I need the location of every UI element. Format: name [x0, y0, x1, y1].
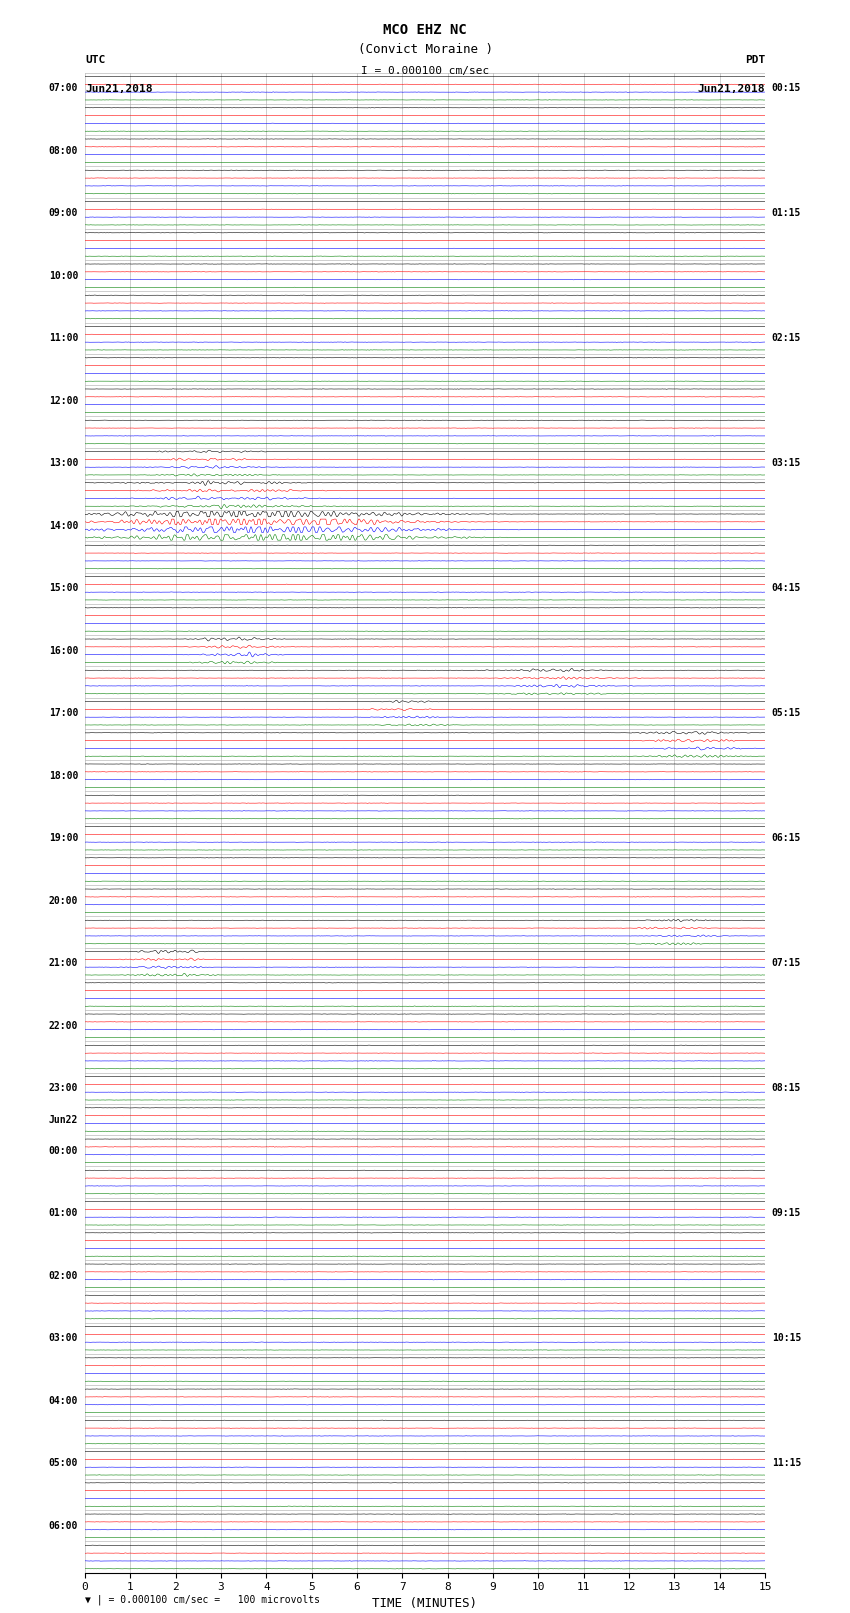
- Text: Jun21,2018: Jun21,2018: [85, 84, 152, 94]
- Text: 13:00: 13:00: [48, 458, 78, 468]
- Text: ▼ | = 0.000100 cm/sec =   100 microvolts: ▼ | = 0.000100 cm/sec = 100 microvolts: [85, 1594, 320, 1605]
- Text: I = 0.000100 cm/sec: I = 0.000100 cm/sec: [361, 66, 489, 76]
- Text: 06:15: 06:15: [772, 834, 802, 844]
- Text: 03:15: 03:15: [772, 458, 802, 468]
- Text: 20:00: 20:00: [48, 895, 78, 907]
- Text: 19:00: 19:00: [48, 834, 78, 844]
- Text: 05:15: 05:15: [772, 708, 802, 718]
- Text: 21:00: 21:00: [48, 958, 78, 968]
- Text: 04:15: 04:15: [772, 584, 802, 594]
- Text: 04:00: 04:00: [48, 1395, 78, 1407]
- Text: 09:00: 09:00: [48, 208, 78, 218]
- Text: 01:00: 01:00: [48, 1208, 78, 1218]
- Text: 03:00: 03:00: [48, 1334, 78, 1344]
- X-axis label: TIME (MINUTES): TIME (MINUTES): [372, 1597, 478, 1610]
- Text: 01:15: 01:15: [772, 208, 802, 218]
- Text: 10:00: 10:00: [48, 271, 78, 281]
- Text: 11:15: 11:15: [772, 1458, 802, 1468]
- Text: 09:15: 09:15: [772, 1208, 802, 1218]
- Text: 02:15: 02:15: [772, 334, 802, 344]
- Text: 22:00: 22:00: [48, 1021, 78, 1031]
- Text: Jun21,2018: Jun21,2018: [698, 84, 765, 94]
- Text: 06:00: 06:00: [48, 1521, 78, 1531]
- Text: 15:00: 15:00: [48, 584, 78, 594]
- Text: 07:00: 07:00: [48, 84, 78, 94]
- Text: 17:00: 17:00: [48, 708, 78, 718]
- Text: UTC: UTC: [85, 55, 105, 65]
- Text: 23:00: 23:00: [48, 1084, 78, 1094]
- Text: 18:00: 18:00: [48, 771, 78, 781]
- Text: 00:00: 00:00: [48, 1145, 78, 1157]
- Text: 11:00: 11:00: [48, 334, 78, 344]
- Text: MCO EHZ NC: MCO EHZ NC: [383, 23, 467, 37]
- Text: Jun22: Jun22: [48, 1115, 78, 1124]
- Text: 08:15: 08:15: [772, 1084, 802, 1094]
- Text: 16:00: 16:00: [48, 645, 78, 656]
- Text: 00:15: 00:15: [772, 84, 802, 94]
- Text: 10:15: 10:15: [772, 1334, 802, 1344]
- Text: PDT: PDT: [745, 55, 765, 65]
- Text: 12:00: 12:00: [48, 395, 78, 406]
- Text: (Convict Moraine ): (Convict Moraine ): [358, 44, 492, 56]
- Text: 02:00: 02:00: [48, 1271, 78, 1281]
- Text: 14:00: 14:00: [48, 521, 78, 531]
- Text: 08:00: 08:00: [48, 145, 78, 156]
- Text: 07:15: 07:15: [772, 958, 802, 968]
- Text: 05:00: 05:00: [48, 1458, 78, 1468]
